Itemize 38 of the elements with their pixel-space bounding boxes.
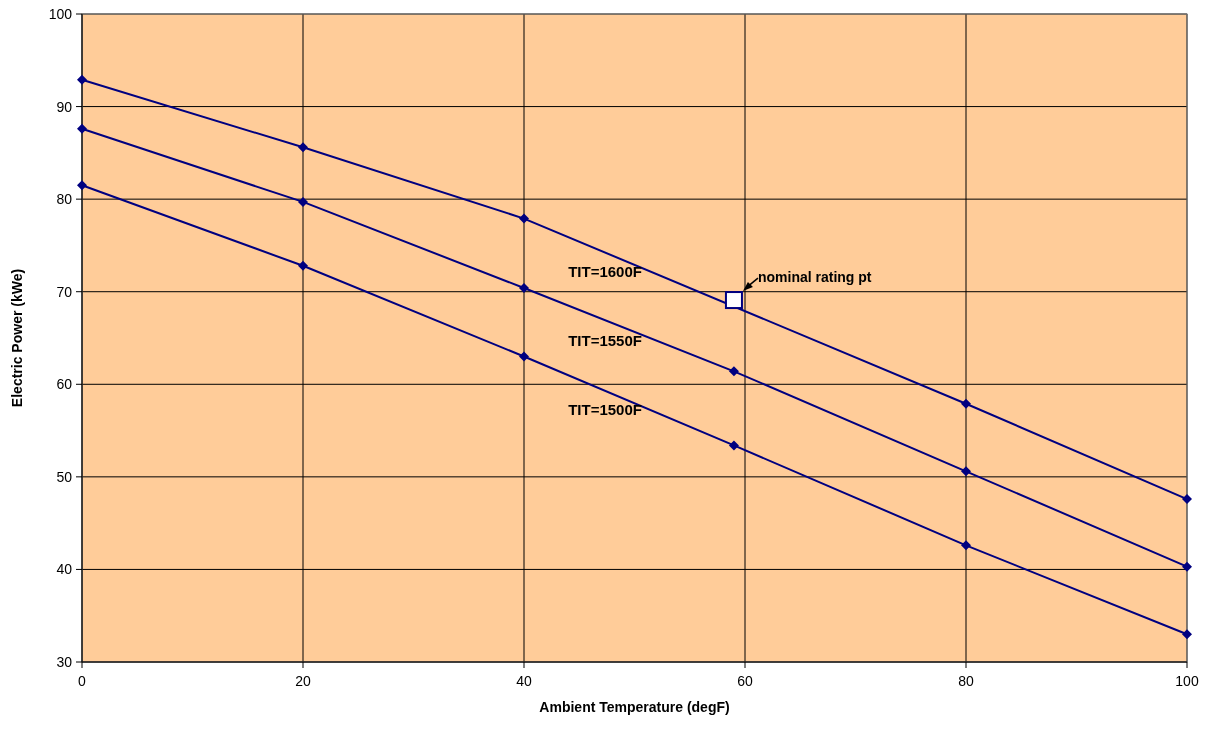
x-tick-label: 60	[737, 673, 753, 689]
series-label: TIT=1550F	[568, 331, 642, 349]
x-tick-label: 40	[516, 673, 532, 689]
point	[724, 291, 743, 310]
y-tick-label: 70	[56, 283, 73, 300]
y-tick-label: 40	[56, 561, 73, 578]
point	[77, 74, 87, 85]
y-tick-label: 60	[56, 376, 73, 393]
point	[77, 180, 87, 191]
point	[298, 260, 308, 271]
point	[519, 213, 529, 224]
point	[1182, 494, 1192, 505]
y-axis-title: Electric Power (kWe)	[9, 268, 25, 408]
point	[298, 196, 308, 207]
point	[77, 123, 87, 134]
x-axis-title: Ambient Temperature (degF)	[539, 699, 730, 715]
point	[728, 366, 739, 377]
point	[298, 142, 308, 153]
x-tick-label: 0	[78, 673, 87, 689]
y-tick-label: 100	[48, 6, 73, 22]
point	[961, 466, 971, 477]
x-tick-label: 100	[1175, 673, 1199, 689]
point	[519, 351, 529, 362]
series-label: TIT=1500F	[568, 401, 642, 419]
point	[961, 398, 971, 409]
point	[728, 440, 739, 451]
y-tick-label: 50	[56, 468, 73, 485]
y-tick-label: 80	[56, 191, 73, 208]
point	[1182, 561, 1192, 572]
y-tick-label: 90	[56, 98, 73, 115]
series-label: TIT=1600F	[568, 263, 642, 281]
x-tick-label: 80	[958, 673, 974, 689]
point	[1182, 629, 1192, 640]
point	[519, 283, 529, 294]
point	[961, 540, 971, 551]
x-tick-label: 20	[295, 673, 311, 689]
y-tick-label: 30	[56, 654, 73, 670]
annotation: nominal rating pt	[757, 269, 872, 286]
